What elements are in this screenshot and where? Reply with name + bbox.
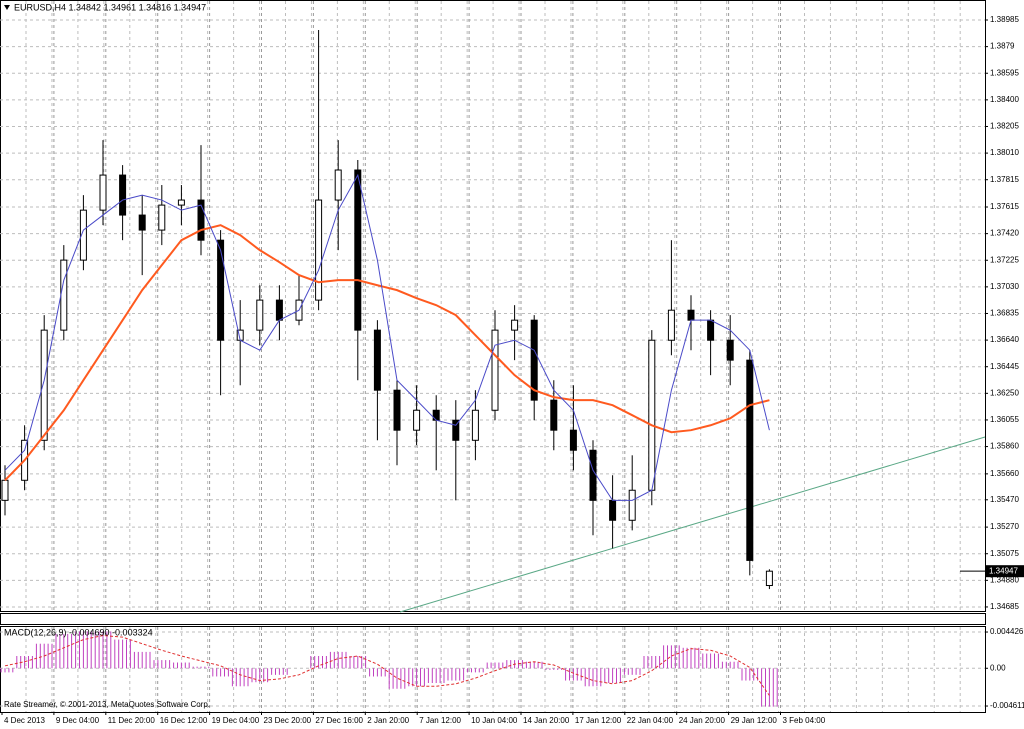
candle-body — [511, 319, 519, 331]
candle-body — [491, 329, 499, 411]
candle-body — [40, 329, 48, 441]
candle-body — [413, 409, 421, 431]
y-tick-label: 1.37815 — [990, 175, 1019, 184]
y-tick-label: 1.38010 — [990, 148, 1019, 157]
y-tick-label: 1.37225 — [990, 255, 1019, 264]
candle-body — [726, 339, 734, 361]
y-tick-label: 1.36835 — [990, 309, 1019, 318]
candle-body — [158, 204, 166, 231]
price-label-box — [986, 565, 1024, 578]
y-tick-label: 1.36250 — [990, 388, 1019, 397]
macd-title: MACD(12,26,9) -0.004690 -0.003324 — [4, 627, 153, 637]
candle-body — [373, 329, 381, 391]
y-tick-label: 1.37030 — [990, 282, 1019, 291]
x-tick-label: 23 Dec 20:00 — [264, 716, 312, 725]
x-tick-label: 4 Dec 2013 — [4, 716, 45, 725]
x-tick-label: 24 Jan 20:00 — [679, 716, 726, 725]
macd-signal-line — [4, 635, 770, 696]
x-tick-label: 2 Jan 20:00 — [367, 716, 409, 725]
candle-body — [354, 169, 362, 331]
ma-slow-line — [4, 224, 770, 481]
candle-body — [60, 259, 68, 331]
candle-body — [452, 419, 460, 441]
y-tick-label: 1.37420 — [990, 229, 1019, 238]
y-tick-label: 1.36445 — [990, 362, 1019, 371]
y-tick-label: 1.35660 — [990, 469, 1019, 478]
y-tick-label: 1.35075 — [990, 549, 1019, 558]
candle-body — [197, 199, 205, 241]
y-tick-label: 1.38595 — [990, 68, 1019, 77]
ma-fast-line — [4, 173, 770, 501]
y-tick-label: 1.38400 — [990, 95, 1019, 104]
candle-body — [138, 214, 146, 231]
y-tick-label: 1.35860 — [990, 442, 1019, 451]
candle-body — [628, 489, 636, 521]
candle-body — [550, 399, 558, 431]
x-tick-label: 7 Jan 12:00 — [419, 716, 461, 725]
y-tick-label: 1.35270 — [990, 522, 1019, 531]
x-tick-label: 29 Jan 12:00 — [731, 716, 778, 725]
candle-body — [275, 299, 283, 321]
x-tick-label: 19 Dec 04:00 — [212, 716, 260, 725]
candle-body — [746, 359, 754, 561]
candle-body — [393, 389, 401, 431]
y-tick-label: -0.004611 — [990, 701, 1024, 710]
candle-body — [648, 339, 656, 491]
candle-body — [687, 309, 695, 321]
x-tick-label: 27 Dec 16:00 — [315, 716, 363, 725]
candle-body — [119, 174, 127, 216]
stoch-panel — [0, 613, 986, 625]
candle-body — [79, 209, 87, 261]
candle-body — [177, 199, 185, 206]
candle-body — [217, 239, 225, 341]
candle-body — [609, 499, 617, 521]
y-tick-label: 1.37615 — [990, 202, 1019, 211]
x-tick-label: 17 Jan 12:00 — [575, 716, 622, 725]
candle-body — [530, 319, 538, 401]
x-tick-label: 11 Dec 20:00 — [108, 716, 156, 725]
main-panel — [0, 0, 986, 612]
candle-body — [667, 309, 675, 341]
candle-body — [707, 319, 715, 341]
y-tick-label: 1.38985 — [990, 15, 1019, 24]
x-tick-label: 22 Jan 04:00 — [627, 716, 674, 725]
candle-body — [334, 169, 342, 201]
candle-body — [99, 174, 107, 211]
x-tick-label: 10 Jan 04:00 — [471, 716, 518, 725]
candle-body — [765, 570, 773, 587]
y-tick-label: 1.35470 — [990, 495, 1019, 504]
price-label: 1.34947 — [989, 566, 1018, 575]
y-tick-label: 1.36640 — [990, 335, 1019, 344]
y-tick-label: 1.34880 — [990, 575, 1019, 584]
y-tick-label: 1.36055 — [990, 415, 1019, 424]
chart-title: EURUSD,H4 1.34842 1.34961 1.34816 1.3494… — [14, 2, 206, 12]
plot — [0, 29, 778, 707]
y-tick-label: 1.3879 — [990, 42, 1015, 51]
y-tick-label: 1.38205 — [990, 122, 1019, 131]
x-tick-label: 16 Dec 12:00 — [160, 716, 208, 725]
x-tick-label: 3 Feb 04:00 — [783, 716, 826, 725]
y-tick-label: 0.004426 — [990, 627, 1024, 636]
candle-body — [1, 479, 9, 501]
symbol-menu[interactable] — [4, 5, 10, 10]
x-tick-label: 14 Jan 20:00 — [523, 716, 570, 725]
trend-line — [399, 436, 986, 613]
candle-body — [315, 199, 323, 301]
candle-body — [569, 429, 577, 451]
candle-body — [471, 409, 479, 441]
y-tick-label: 1.34685 — [990, 602, 1019, 611]
y-tick-label: 0.00 — [990, 663, 1006, 672]
candle-body — [589, 449, 597, 501]
x-tick-label: 9 Dec 04:00 — [56, 716, 100, 725]
candle-body — [256, 299, 264, 331]
footer: Rate Streamer, © 2001-2013, MetaQuotes S… — [4, 700, 210, 709]
